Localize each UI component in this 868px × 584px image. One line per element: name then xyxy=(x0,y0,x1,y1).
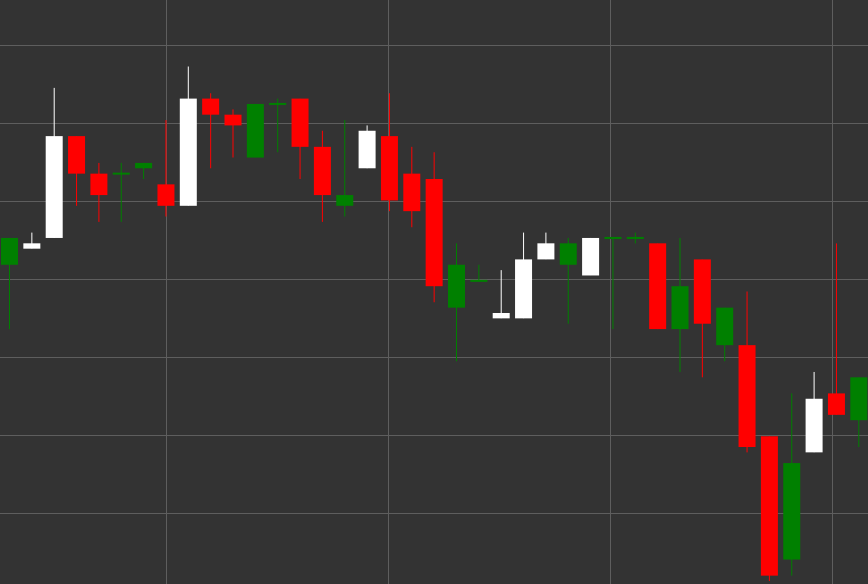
candle-body xyxy=(336,195,354,206)
candle-body xyxy=(582,237,600,276)
candle-25 xyxy=(559,237,577,324)
candle-body xyxy=(224,114,242,126)
candle-0 xyxy=(1,237,18,330)
candle-20 xyxy=(448,243,465,362)
candle-body xyxy=(738,345,756,447)
candle-33 xyxy=(738,291,756,453)
candle-32 xyxy=(716,307,734,362)
candle-10 xyxy=(224,109,242,158)
candle-15 xyxy=(336,120,354,217)
candle-body xyxy=(783,463,801,560)
candle-4 xyxy=(90,162,108,222)
candle-7 xyxy=(157,120,175,217)
candle-body xyxy=(112,172,130,175)
candle-17 xyxy=(380,93,398,212)
candle-19 xyxy=(425,152,443,303)
candle-29 xyxy=(649,243,667,330)
candle-body xyxy=(23,243,41,249)
candle-body xyxy=(358,130,376,169)
candle-14 xyxy=(313,130,331,222)
candle-18 xyxy=(403,146,421,228)
candle-2 xyxy=(45,87,63,238)
candle-body xyxy=(291,98,309,147)
candle-24 xyxy=(537,232,555,260)
candle-6 xyxy=(135,162,153,179)
candle-body xyxy=(157,184,175,206)
candle-body xyxy=(246,103,264,158)
candle-body xyxy=(604,236,622,239)
candle-16 xyxy=(358,125,376,169)
candle-26 xyxy=(582,237,600,276)
candle-body xyxy=(671,286,689,330)
candle-3 xyxy=(68,136,86,206)
candle-23 xyxy=(515,232,533,319)
candle-body xyxy=(269,102,287,105)
candle-31 xyxy=(693,259,711,378)
candle-13 xyxy=(291,98,309,179)
candle-body xyxy=(693,259,711,324)
candle-body xyxy=(537,243,555,260)
candle-body xyxy=(559,243,577,265)
candle-body xyxy=(90,173,108,196)
candle-28 xyxy=(626,232,644,244)
candle-body xyxy=(492,313,510,319)
candle-body xyxy=(760,436,778,576)
candle-body xyxy=(425,179,443,287)
candle-body xyxy=(403,173,421,212)
candle-38 xyxy=(850,377,868,447)
candle-body xyxy=(1,237,18,265)
candle-34 xyxy=(760,436,778,581)
candle-1 xyxy=(23,232,41,249)
candle-body xyxy=(470,279,488,282)
candle-8 xyxy=(179,66,197,206)
candle-body xyxy=(68,136,86,174)
candle-body xyxy=(202,98,220,115)
candle-body xyxy=(827,393,845,415)
candle-body xyxy=(380,136,398,201)
candle-body xyxy=(515,259,533,319)
candle-body xyxy=(805,398,823,453)
candle-body xyxy=(135,162,153,169)
candle-11 xyxy=(246,103,264,158)
candle-22 xyxy=(492,270,510,319)
candle-body xyxy=(313,146,331,196)
candle-body xyxy=(45,136,63,238)
candle-21 xyxy=(470,264,488,282)
candle-body xyxy=(649,243,667,330)
candle-5 xyxy=(112,162,130,222)
candle-body xyxy=(716,307,734,346)
candles xyxy=(1,66,868,581)
candle-37 xyxy=(827,243,845,415)
candle-12 xyxy=(269,98,287,153)
candle-27 xyxy=(604,236,622,330)
candle-30 xyxy=(671,237,689,372)
candle-body xyxy=(448,264,465,308)
candle-9 xyxy=(202,93,220,169)
candle-body xyxy=(850,377,868,421)
candle-body xyxy=(626,236,644,239)
candle-body xyxy=(179,98,197,206)
candle-36 xyxy=(805,371,823,453)
candle-35 xyxy=(783,393,801,576)
